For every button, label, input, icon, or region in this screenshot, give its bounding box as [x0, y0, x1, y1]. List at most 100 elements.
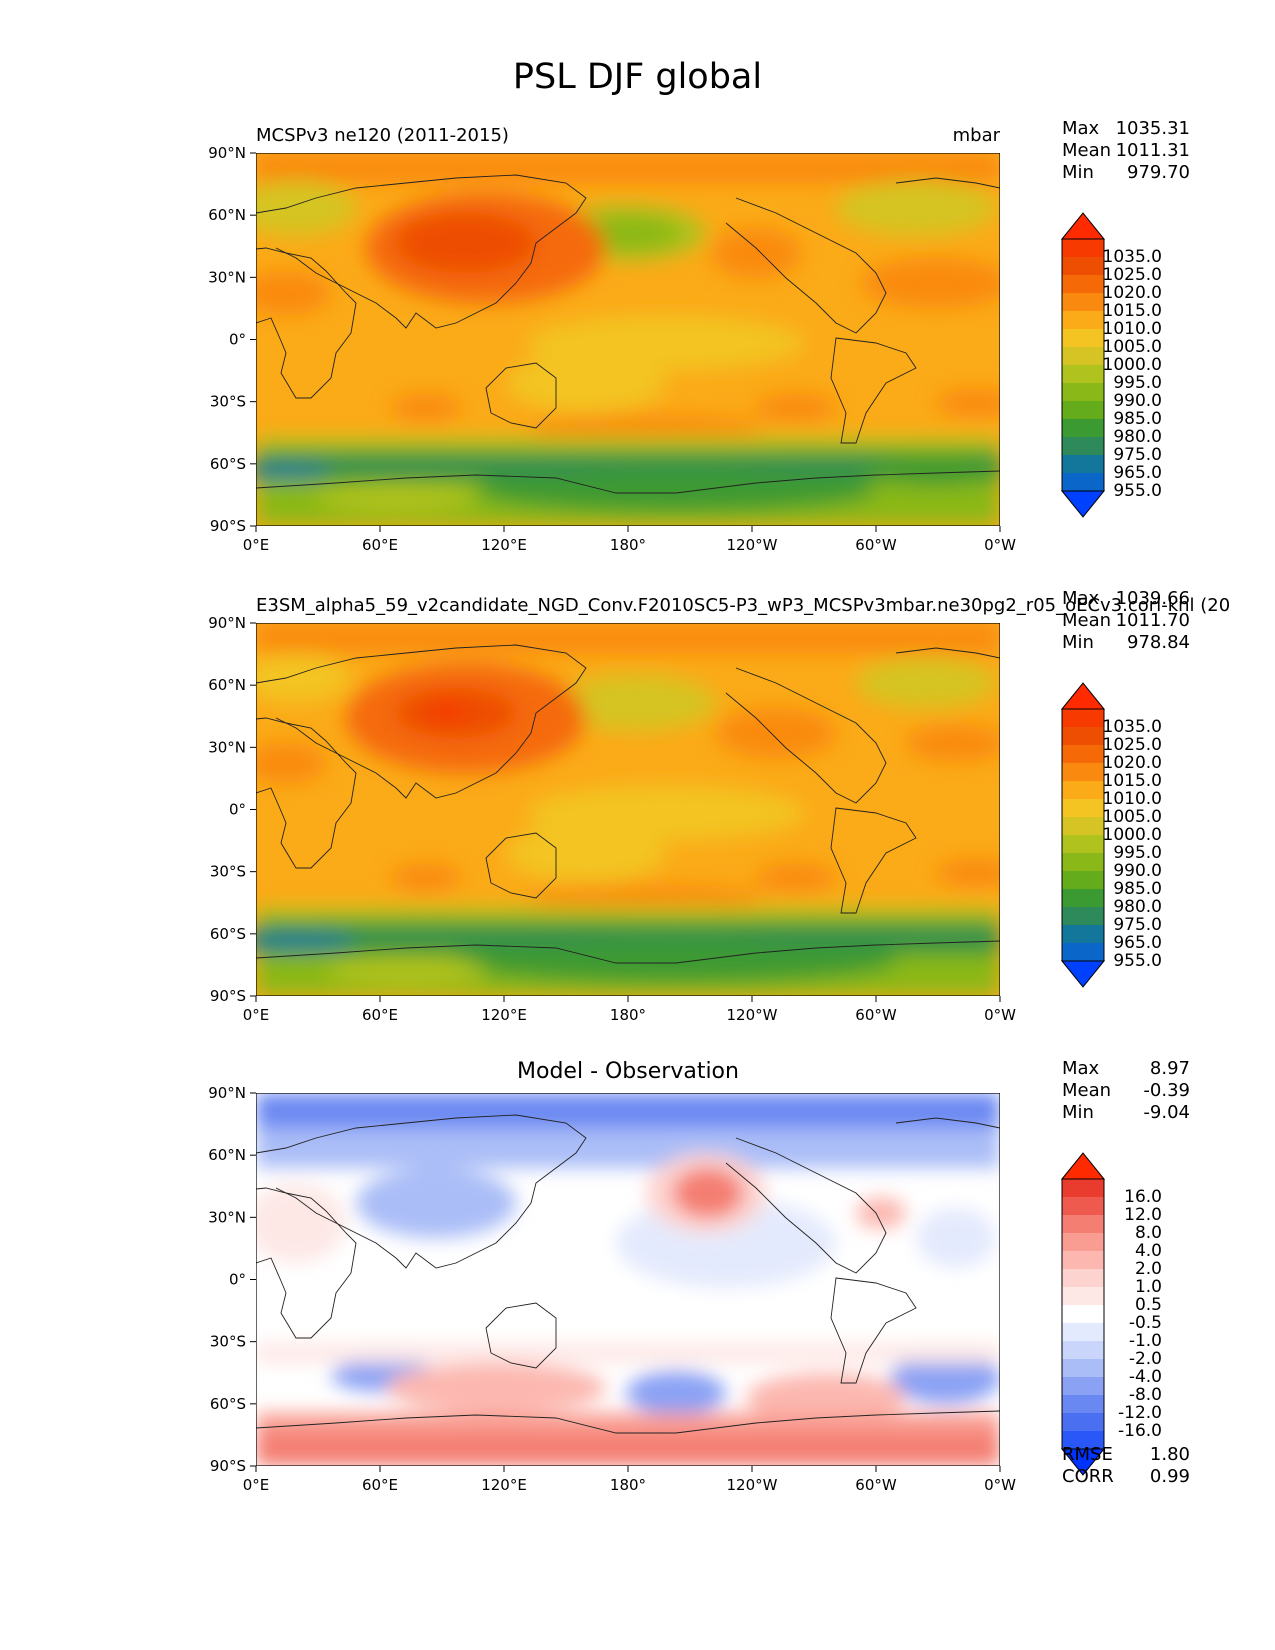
panel-2-min-label: Min	[1062, 632, 1094, 653]
panel-1-title: MCSPv3 ne120 (2011-2015)	[256, 125, 509, 146]
colorbar-segment	[1062, 1269, 1104, 1287]
colorbar-label: 965.0	[1113, 933, 1162, 953]
colorbar-label: 1020.0	[1103, 753, 1162, 773]
colorbar-segment	[1062, 347, 1104, 365]
colorbar-segment	[1062, 275, 1104, 293]
colorbar-label: 16.0	[1124, 1187, 1162, 1207]
x-tick-label: 60°W	[855, 1006, 897, 1024]
panel-2-mean-label: Mean	[1062, 610, 1112, 631]
x-tick-label: 120°E	[481, 536, 527, 554]
colorbar-segment	[1062, 817, 1104, 835]
colorbar-segment	[1062, 835, 1104, 853]
colorbar-segment	[1062, 365, 1104, 383]
y-tick-label: 60°N	[208, 1146, 246, 1164]
panel-3-map	[256, 1093, 1000, 1466]
colorbar-frame	[1061, 708, 1105, 962]
x-tick-label: 0°W	[984, 1006, 1016, 1024]
colorbar-label: 980.0	[1113, 897, 1162, 917]
panel-3-min-value: -9.04	[1143, 1102, 1190, 1123]
y-tick-label: 0°	[229, 331, 246, 349]
colorbar-segment	[1062, 925, 1104, 943]
colorbar-segment	[1062, 329, 1104, 347]
colorbar-label: 965.0	[1113, 463, 1162, 483]
x-tick-label: 60°E	[362, 1476, 398, 1494]
colorbar-segment	[1062, 799, 1104, 817]
colorbar-segment	[1062, 239, 1104, 257]
colorbar-segment	[1062, 1431, 1104, 1449]
colorbar-label: 975.0	[1113, 915, 1162, 935]
y-tick-label: 90°S	[210, 987, 246, 1005]
y-tick-label: 0°	[229, 1271, 246, 1289]
colorbar-label: -0.5	[1129, 1313, 1162, 1333]
colorbar-segment	[1062, 1305, 1104, 1323]
colorbar-label: 1025.0	[1103, 265, 1162, 285]
colorbar-segment	[1062, 889, 1104, 907]
colorbar-segment	[1062, 1377, 1104, 1395]
colorbar-label: 1005.0	[1103, 807, 1162, 827]
x-tick-label: 120°W	[727, 1476, 778, 1494]
colorbar-segment	[1062, 473, 1104, 491]
colorbar-label: -2.0	[1129, 1349, 1162, 1369]
colorbar-label: 8.0	[1135, 1223, 1162, 1243]
colorbar-segment	[1062, 1359, 1104, 1377]
colorbar-label: 1035.0	[1103, 247, 1162, 267]
colorbar-segment	[1062, 311, 1104, 329]
colorbar-segment	[1062, 455, 1104, 473]
colorbar-label: 990.0	[1113, 861, 1162, 881]
y-tick-label: 60°S	[210, 925, 246, 943]
panel-1-units: mbar	[952, 125, 1000, 146]
colorbar-frame	[1061, 238, 1105, 492]
colorbar-segment	[1062, 293, 1104, 311]
y-tick-label: 90°N	[208, 1084, 246, 1102]
x-tick-label: 60°W	[855, 1476, 897, 1494]
colorbar-segment	[1062, 257, 1104, 275]
colorbar-label: 975.0	[1113, 445, 1162, 465]
colorbar-label: 980.0	[1113, 427, 1162, 447]
panel-2-min-value: 978.84	[1127, 632, 1190, 653]
x-tick-label: 60°W	[855, 536, 897, 554]
x-tick-label: 0°E	[243, 1006, 270, 1024]
panel-1-min-value: 979.70	[1127, 162, 1190, 183]
colorbar-segment	[1062, 419, 1104, 437]
colorbar-segment	[1062, 745, 1104, 763]
x-tick-label: 0°E	[243, 1476, 270, 1494]
y-tick-label: 60°S	[210, 1395, 246, 1413]
colorbar-segment	[1062, 727, 1104, 745]
figure-title: PSL DJF global	[512, 57, 763, 97]
x-tick-label: 120°E	[481, 1006, 527, 1024]
colorbar-label: 1000.0	[1103, 355, 1162, 375]
y-tick-label: 30°S	[210, 863, 246, 881]
panel-1-min-label: Min	[1062, 162, 1094, 183]
colorbar-label: -1.0	[1129, 1331, 1162, 1351]
panel-2-mean-value: 1011.70	[1115, 610, 1190, 631]
colorbar-extend-min	[1060, 960, 1106, 988]
panel-2-title: E3SM_alpha5_59_v2candidate_NGD_Conv.F201…	[256, 595, 1231, 616]
x-tick-label: 0°W	[984, 1476, 1016, 1494]
panel-1-max-label: Max	[1062, 118, 1100, 139]
colorbar-segment	[1062, 1215, 1104, 1233]
colorbar-segment	[1062, 1395, 1104, 1413]
x-tick-label: 120°E	[481, 1476, 527, 1494]
x-tick-label: 60°E	[362, 1006, 398, 1024]
coastlines	[256, 644, 1000, 964]
panel-3-max-value: 8.97	[1149, 1058, 1190, 1079]
x-tick-label: 180°	[610, 536, 646, 554]
colorbar-segment	[1062, 943, 1104, 961]
colorbar-segment	[1062, 1323, 1104, 1341]
colorbar-label: 1020.0	[1103, 283, 1162, 303]
colorbar-label: 985.0	[1113, 409, 1162, 429]
colorbar-label: -8.0	[1129, 1385, 1162, 1405]
x-tick-label: 180°	[610, 1476, 646, 1494]
y-tick-label: 60°S	[210, 455, 246, 473]
coastlines	[256, 174, 1000, 494]
rmse-value: 1.80	[1149, 1444, 1190, 1465]
y-tick-label: 90°S	[210, 1457, 246, 1475]
x-tick-label: 120°W	[727, 536, 778, 554]
colorbar-segment	[1062, 1287, 1104, 1305]
y-tick-label: 60°N	[208, 206, 246, 224]
colorbar-extend-max	[1060, 212, 1106, 240]
colorbar-segment	[1062, 1413, 1104, 1431]
y-tick-label: 0°	[229, 801, 246, 819]
colorbar-label: 955.0	[1113, 481, 1162, 501]
